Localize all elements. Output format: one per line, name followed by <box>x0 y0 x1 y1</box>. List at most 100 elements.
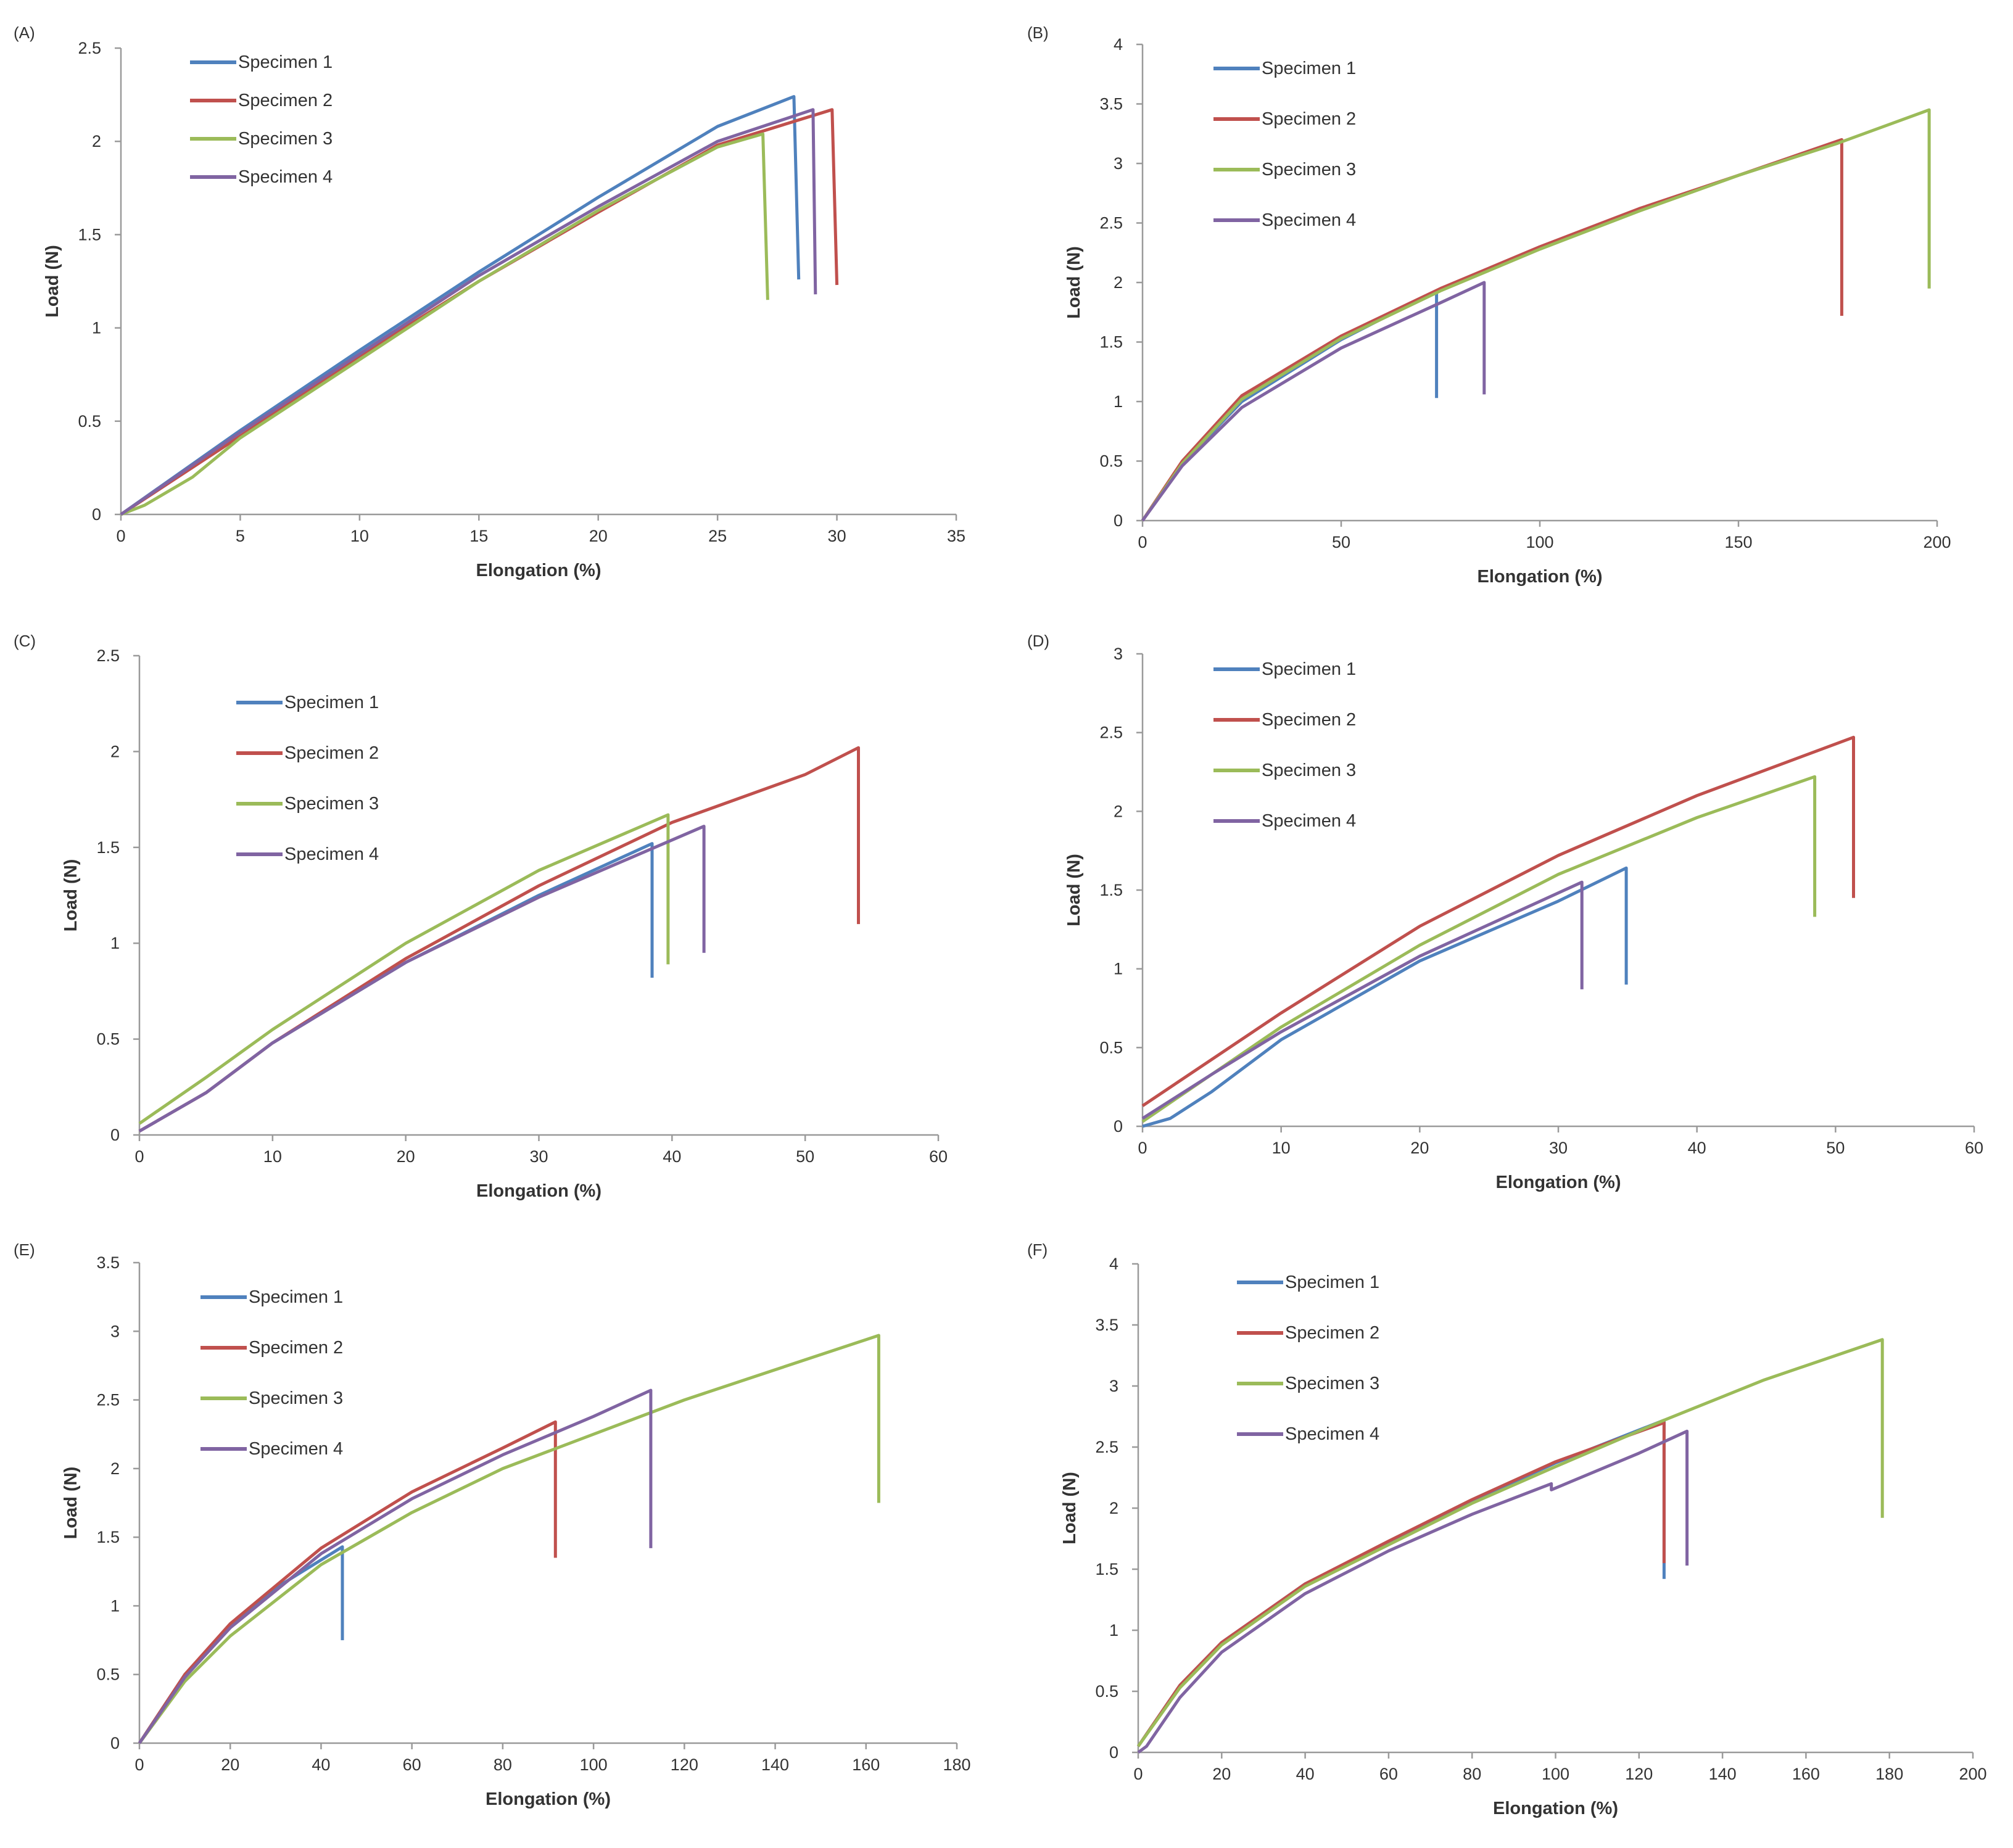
y-tick-label: 1.5 <box>1099 881 1123 899</box>
y-tick-label: 1.5 <box>96 838 120 857</box>
legend-label-specimen-1: Specimen 1 <box>1262 59 1356 78</box>
legend-label-specimen-4: Specimen 4 <box>1285 1424 1379 1444</box>
y-axis-title: Load (N) <box>43 245 62 318</box>
x-tick-label: 0 <box>134 1147 144 1166</box>
x-tick-label: 40 <box>312 1755 330 1774</box>
panel-label: (D) <box>1027 632 1049 650</box>
x-tick-label: 60 <box>929 1147 948 1166</box>
x-axis-title: Elongation (%) <box>476 1181 601 1201</box>
series-line-specimen-1 <box>138 1545 344 1744</box>
y-tick-label: 4 <box>1114 35 1123 54</box>
x-tick-label: 0 <box>116 527 125 545</box>
chart-panel-a: (A) 0 5 10 15 20 25 30 35 0 0.5 1 1.5 2 2.5 Elongation … <box>14 23 965 580</box>
x-tick-label: 50 <box>1826 1139 1845 1157</box>
x-tick-label: 160 <box>1792 1765 1820 1783</box>
x-tick-label: 100 <box>1542 1765 1569 1783</box>
x-tick-label: 40 <box>663 1147 681 1166</box>
x-tick-label: 30 <box>828 527 846 545</box>
legend-label-specimen-4: Specimen 4 <box>1262 811 1356 831</box>
series-line-specimen-3 <box>120 132 769 516</box>
series-line-specimen-1 <box>1136 1418 1666 1747</box>
chart-panel-b: (B) 0 50 100 150 200 0 0.5 1 1.5 2 2.5 3 3.5 4 Elongati… <box>1027 23 1951 587</box>
x-tick-label: 30 <box>529 1147 548 1166</box>
legend-label-specimen-1: Specimen 1 <box>249 1287 343 1307</box>
legend-label-specimen-2: Specimen 2 <box>238 91 333 110</box>
y-tick-label: 3 <box>1114 154 1123 173</box>
x-tick-label: 10 <box>350 527 369 545</box>
y-tick-label: 0.5 <box>1099 1038 1123 1057</box>
panel-label: (C) <box>14 632 36 650</box>
y-tick-label: 2 <box>110 1459 120 1478</box>
y-tick-label: 0 <box>110 1126 120 1144</box>
y-tick-label: 0 <box>110 1734 120 1752</box>
x-tick-label: 60 <box>403 1755 421 1774</box>
y-tick-label: 1.5 <box>1095 1560 1118 1578</box>
legend-label-specimen-4: Specimen 4 <box>238 167 333 187</box>
y-tick-label: 3.5 <box>1095 1316 1118 1334</box>
x-axis-title: Elongation (%) <box>486 1789 611 1809</box>
chart-panel-f: (F) 0 20 40 60 80 100 120 140 160 180 200 0 0.5 1 1.5 2 2… <box>1027 1240 1987 1818</box>
series-line-specimen-2 <box>120 108 839 516</box>
legend-label-specimen-1: Specimen 1 <box>284 693 379 712</box>
y-tick-label: 2 <box>1109 1499 1118 1517</box>
legend-label-specimen-3: Specimen 3 <box>238 129 333 149</box>
panel-label: (F) <box>1027 1240 1048 1259</box>
y-tick-label: 2.5 <box>78 39 101 57</box>
x-tick-label: 0 <box>1138 1139 1147 1157</box>
y-tick-label: 2.5 <box>1099 214 1123 233</box>
chart-panel-e: (E) 0 20 40 60 80 100 120 140 160 180 0 0.5 1 1.5 2 2.5 3… <box>14 1240 971 1809</box>
y-tick-label: 0 <box>92 505 101 524</box>
series-line-specimen-4 <box>138 1388 653 1744</box>
legend-label-specimen-2: Specimen 2 <box>1285 1323 1379 1343</box>
x-tick-label: 15 <box>469 527 488 545</box>
y-tick-label: 3.5 <box>1099 95 1123 113</box>
series-line-specimen-3 <box>138 1334 880 1744</box>
x-tick-label: 40 <box>1688 1139 1706 1157</box>
x-axis-title: Elongation (%) <box>476 561 601 580</box>
y-tick-label: 2 <box>110 742 120 761</box>
x-axis-title: Elongation (%) <box>1493 1799 1618 1818</box>
y-tick-label: 2.5 <box>96 1391 120 1409</box>
series-line-specimen-4 <box>120 108 817 516</box>
y-tick-label: 4 <box>1109 1255 1118 1273</box>
x-tick-label: 0 <box>1138 533 1147 551</box>
x-tick-label: 200 <box>1923 533 1951 551</box>
legend-label-specimen-1: Specimen 1 <box>1262 659 1356 679</box>
panel-label: (B) <box>1027 23 1049 42</box>
y-tick-label: 0 <box>1114 1117 1123 1136</box>
x-tick-label: 50 <box>1332 533 1350 551</box>
legend-label-specimen-3: Specimen 3 <box>1285 1374 1379 1393</box>
y-axis-title: Load (N) <box>61 1467 81 1540</box>
series-line-specimen-4 <box>1137 1429 1689 1754</box>
x-tick-label: 80 <box>494 1755 512 1774</box>
y-tick-label: 3.5 <box>96 1253 120 1272</box>
chart-panel-d: (D) 0 10 20 30 40 50 60 0 0.5 1 1.5 2 2.5 3 Elongation … <box>1027 632 1983 1192</box>
series-line-specimen-3 <box>1141 108 1931 522</box>
y-tick-label: 2 <box>92 132 101 151</box>
y-tick-label: 1.5 <box>78 225 101 244</box>
y-tick-label: 0 <box>1114 511 1123 530</box>
x-tick-label: 150 <box>1724 533 1752 551</box>
y-tick-label: 1 <box>110 1596 120 1615</box>
x-tick-label: 140 <box>761 1755 789 1774</box>
legend-label-specimen-3: Specimen 3 <box>249 1388 343 1408</box>
y-tick-label: 3 <box>110 1322 120 1340</box>
y-tick-label: 1.5 <box>1099 333 1123 352</box>
x-tick-label: 20 <box>1212 1765 1231 1783</box>
x-tick-label: 20 <box>589 527 608 545</box>
y-tick-label: 2 <box>1114 273 1123 292</box>
x-tick-label: 20 <box>397 1147 415 1166</box>
legend-label-specimen-4: Specimen 4 <box>1262 210 1356 230</box>
y-tick-label: 0.5 <box>1099 452 1123 471</box>
x-tick-label: 60 <box>1379 1765 1398 1783</box>
legend-label-specimen-2: Specimen 2 <box>1262 710 1356 730</box>
y-tick-label: 3 <box>1114 645 1123 663</box>
x-tick-label: 120 <box>671 1755 698 1774</box>
series-line-specimen-3 <box>138 813 670 1125</box>
series-line-specimen-1 <box>1142 866 1628 1128</box>
y-tick-label: 2.5 <box>1099 724 1123 742</box>
legend-label-specimen-4: Specimen 4 <box>284 844 379 864</box>
y-tick-label: 0.5 <box>1095 1682 1118 1701</box>
x-tick-label: 100 <box>1526 533 1553 551</box>
chart-panel-c: (C) 0 10 20 30 40 50 60 0 0.5 1 1.5 2 2.5 Elongation (… <box>14 632 948 1201</box>
